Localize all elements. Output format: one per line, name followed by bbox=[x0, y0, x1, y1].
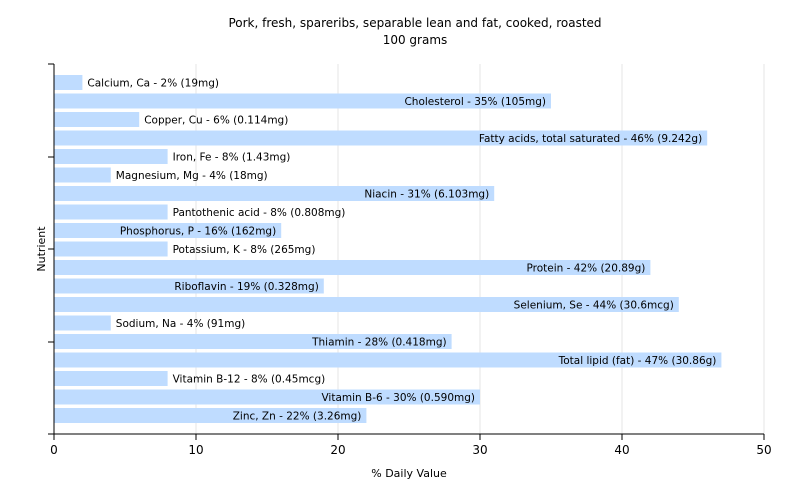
bar-label: Calcium, Ca - 2% (19mg) bbox=[87, 78, 219, 90]
bar bbox=[54, 352, 722, 368]
bar bbox=[54, 297, 679, 312]
bar-label: Phosphorus, P - 16% (162mg) bbox=[120, 226, 276, 238]
bar bbox=[54, 130, 708, 146]
chart-title: Pork, fresh, spareribs, separable lean a… bbox=[228, 16, 601, 30]
bar-label: Fatty acids, total saturated - 46% (9.24… bbox=[479, 133, 702, 145]
bar bbox=[54, 278, 324, 294]
bar bbox=[54, 75, 83, 90]
gridlines bbox=[195, 64, 765, 434]
bar-label: Vitamin B-12 - 8% (0.45mcg) bbox=[173, 374, 326, 386]
x-ticks-group: 0 10 20 30 40 50 bbox=[50, 434, 772, 457]
bar-label: Riboflavin - 19% (0.328mg) bbox=[174, 281, 318, 293]
x-tick-label: 0 bbox=[50, 443, 58, 457]
bar bbox=[54, 167, 111, 183]
x-tick-label: 40 bbox=[614, 443, 629, 457]
bar bbox=[54, 334, 452, 349]
bar bbox=[54, 389, 480, 405]
bar bbox=[54, 408, 367, 423]
bar bbox=[54, 241, 168, 257]
bar bbox=[54, 93, 551, 109]
bar-label: Cholesterol - 35% (105mg) bbox=[404, 96, 546, 108]
bar bbox=[54, 149, 168, 164]
bar-label: Magnesium, Mg - 4% (18mg) bbox=[116, 170, 268, 182]
x-tick-label: 10 bbox=[188, 443, 203, 457]
bar-label: Potassium, K - 8% (265mg) bbox=[173, 244, 316, 256]
bar bbox=[54, 260, 651, 275]
bar-label: Thiamin - 28% (0.418mg) bbox=[311, 337, 447, 349]
x-tick-label: 20 bbox=[330, 443, 345, 457]
bar-label: Iron, Fe - 8% (1.43mg) bbox=[173, 152, 291, 164]
x-tick-label: 50 bbox=[756, 443, 771, 457]
bar-label: Protein - 42% (20.89g) bbox=[527, 263, 646, 275]
bar bbox=[54, 315, 111, 331]
y-axis-title: Nutrient bbox=[35, 226, 48, 272]
bar-label: Zinc, Zn - 22% (3.26mg) bbox=[233, 411, 362, 423]
axes-group bbox=[48, 63, 764, 435]
bar-label: Copper, Cu - 6% (0.114mg) bbox=[144, 115, 288, 127]
bar-label: Selenium, Se - 44% (30.6mcg) bbox=[514, 300, 674, 312]
chart-subtitle: 100 grams bbox=[383, 33, 448, 47]
bar-label: Vitamin B-6 - 30% (0.590mg) bbox=[321, 392, 475, 404]
bar-label: Total lipid (fat) - 47% (30.86g) bbox=[558, 355, 717, 367]
bar-label: Sodium, Na - 4% (91mg) bbox=[116, 318, 245, 330]
bar bbox=[54, 186, 495, 201]
bars-group: Calcium, Ca - 2% (19mg) Cholesterol - 35%… bbox=[54, 75, 722, 423]
x-tick-label: 30 bbox=[472, 443, 487, 457]
bar-label: Pantothenic acid - 8% (0.808mg) bbox=[173, 207, 346, 219]
x-axis-title: % Daily Value bbox=[371, 467, 447, 480]
bar-label: Niacin - 31% (6.103mg) bbox=[364, 189, 489, 201]
bar bbox=[54, 204, 168, 220]
bar bbox=[54, 371, 168, 386]
bar bbox=[54, 112, 140, 127]
bar bbox=[54, 223, 282, 238]
